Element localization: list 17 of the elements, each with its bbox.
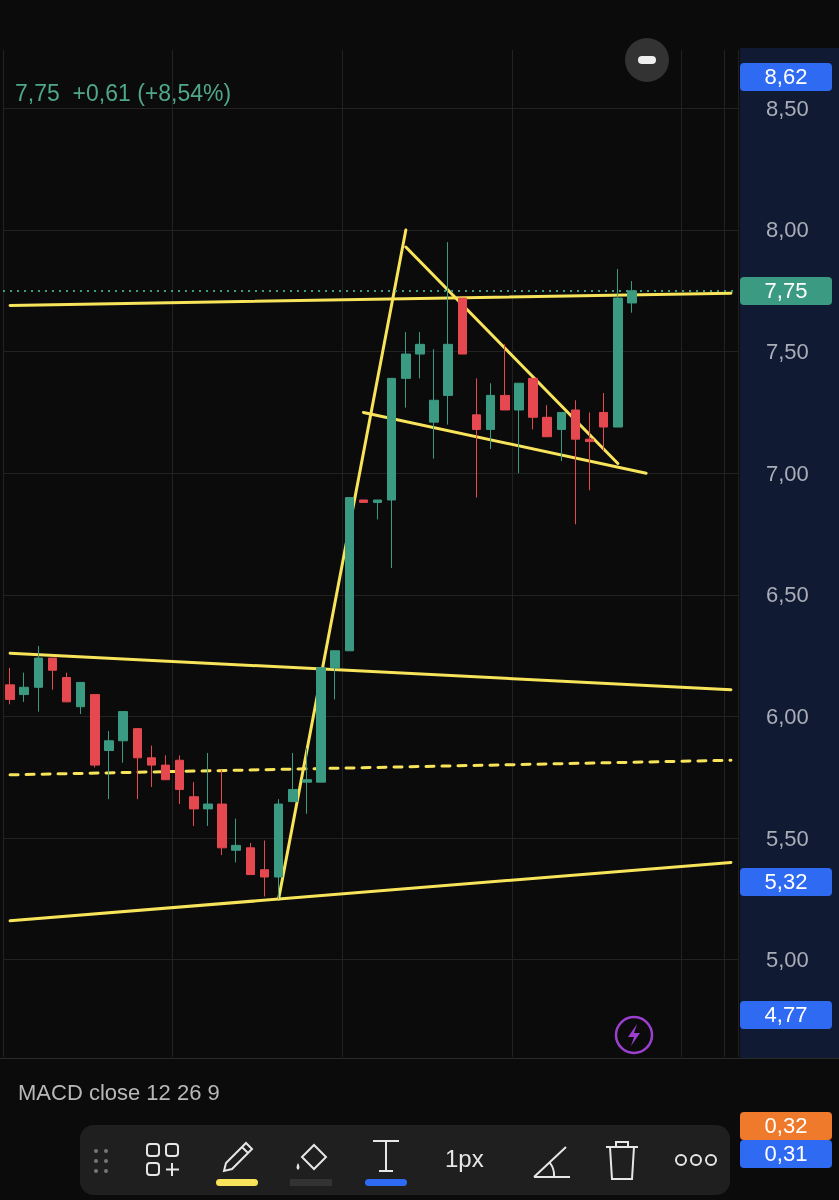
y-tick-label: 7,50 [766, 339, 809, 365]
y-tick-label: 8,50 [766, 95, 809, 121]
text: 4,77 [740, 1001, 832, 1029]
text: MACD close 12 26 9 [18, 1080, 220, 1106]
y-tick-label: 6,00 [766, 703, 809, 729]
y-tick-label: 6,50 [766, 582, 809, 608]
y-tick-label: 5,50 [766, 825, 809, 851]
text: 8,62 [740, 63, 832, 91]
y-tick-label: 8,00 [766, 217, 809, 243]
text: 0,31 [740, 1140, 832, 1168]
text: 7,75 +0,61 (+8,54%) [15, 79, 232, 106]
text: 1px [445, 1145, 484, 1173]
text: 0,32 [740, 1112, 832, 1140]
y-tick-label: 5,00 [766, 947, 809, 973]
y-tick-label: 7,00 [766, 460, 809, 486]
ref-line-label: 7,75 [740, 276, 832, 305]
text: 5,32 [740, 868, 832, 896]
